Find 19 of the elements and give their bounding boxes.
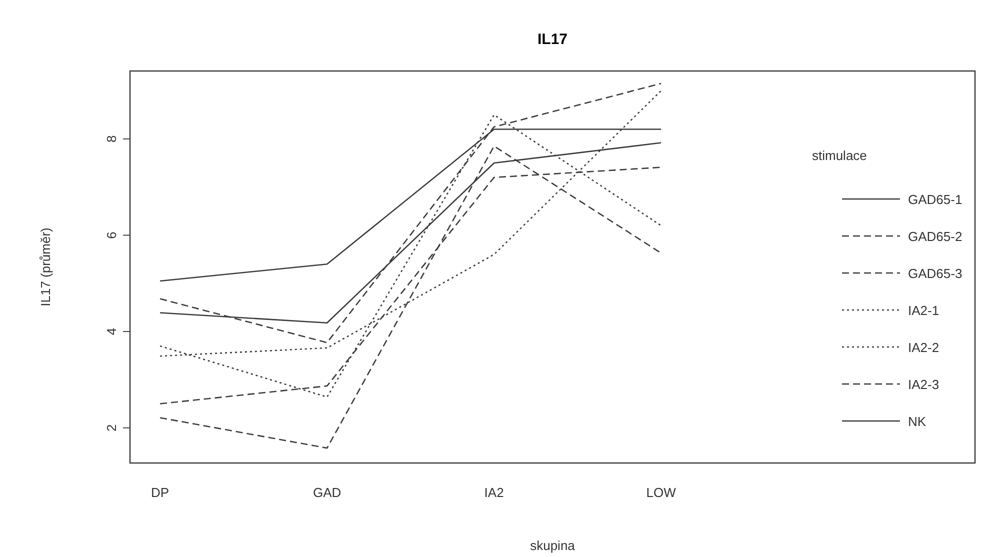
x-tick-label: DP: [151, 485, 170, 500]
legend-label: NK: [908, 414, 926, 429]
x-axis-title: skupina: [530, 538, 576, 553]
legend-label: GAD65-1: [908, 192, 962, 207]
legend-label: IA2-3: [908, 377, 940, 392]
x-tick-label: IA2: [484, 485, 504, 500]
legend-label: GAD65-2: [908, 229, 962, 244]
legend-label: GAD65-3: [908, 266, 962, 281]
legend-label: IA2-1: [908, 303, 940, 318]
legend-label: IA2-2: [908, 340, 940, 355]
y-tick-label: 4: [104, 328, 119, 336]
y-tick-label: 6: [104, 232, 119, 239]
x-tick-label: GAD: [312, 485, 342, 500]
y-tick-label: 8: [104, 135, 119, 143]
chart-title: IL17: [537, 31, 568, 48]
y-tick-label: 2: [104, 424, 119, 432]
y-axis-title: IL17 (průměr): [38, 228, 53, 306]
legend-title: stimulace: [812, 148, 867, 163]
x-tick-label: LOW: [646, 485, 677, 500]
